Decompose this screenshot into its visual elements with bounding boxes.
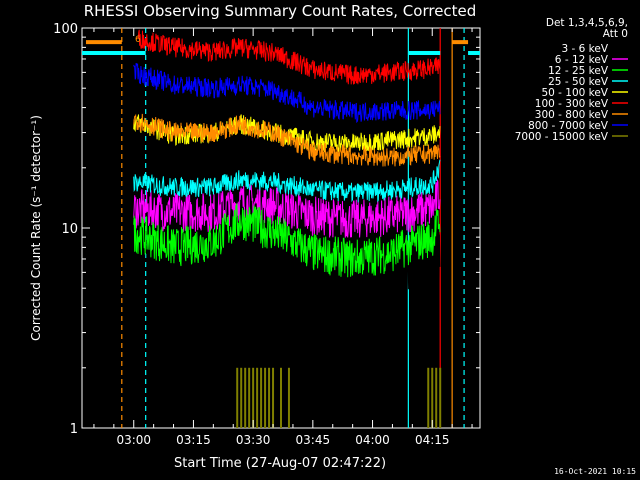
series-layer	[133, 29, 442, 428]
legend-item-label: 6 - 12 keV	[555, 54, 609, 66]
flag-annotation: 6	[135, 35, 141, 45]
legend-header: Det 1,3,4,5,6,9,	[546, 17, 628, 29]
ticks: 03:00 03:15 03:30 03:45 04:00 04:15 1 10 100	[53, 22, 480, 447]
y-tick-label: 10	[61, 222, 78, 237]
legend-item-label: 50 - 100 keV	[541, 87, 608, 99]
series-line	[133, 114, 441, 153]
y-axis-label: Corrected Count Rate (s⁻¹ detector⁻¹)	[29, 115, 43, 341]
x-tick-label: 03:45	[296, 433, 331, 447]
legend-item-label: 3 - 6 keV	[561, 43, 608, 55]
x-axis-label: Start Time (27-Aug-07 02:47:22)	[174, 456, 386, 471]
legend-item-label: 300 - 800 keV	[535, 109, 609, 121]
series-line	[137, 29, 441, 85]
x-tick-label: 03:30	[236, 433, 271, 447]
x-tick-label: 04:15	[415, 433, 450, 447]
series-line	[133, 203, 441, 278]
timestamp: 16-Oct-2021 10:15	[554, 467, 636, 476]
legend-item-label: 7000 - 15000 keV	[515, 131, 609, 143]
chart-title: RHESSI Observing Summary Count Rates, Co…	[84, 2, 477, 20]
y-tick-label: 100	[53, 22, 78, 37]
markers	[82, 28, 480, 428]
series-line	[133, 221, 441, 319]
legend-header: Att 0	[603, 28, 628, 40]
x-tick-label: 03:00	[116, 433, 151, 447]
y-tick-label: 1	[70, 422, 78, 437]
series-line	[133, 179, 441, 238]
x-tick-label: 03:15	[176, 433, 211, 447]
series-line	[133, 62, 441, 124]
legend-item-label: 800 - 7000 keV	[528, 120, 609, 132]
series-line	[133, 159, 441, 203]
legend-item-label: 25 - 50 keV	[548, 76, 609, 88]
x-tick-label: 04:00	[355, 433, 390, 447]
series-line	[133, 113, 441, 167]
legend-item-label: 12 - 25 keV	[548, 65, 609, 77]
legend-item-label: 100 - 300 keV	[535, 98, 609, 110]
